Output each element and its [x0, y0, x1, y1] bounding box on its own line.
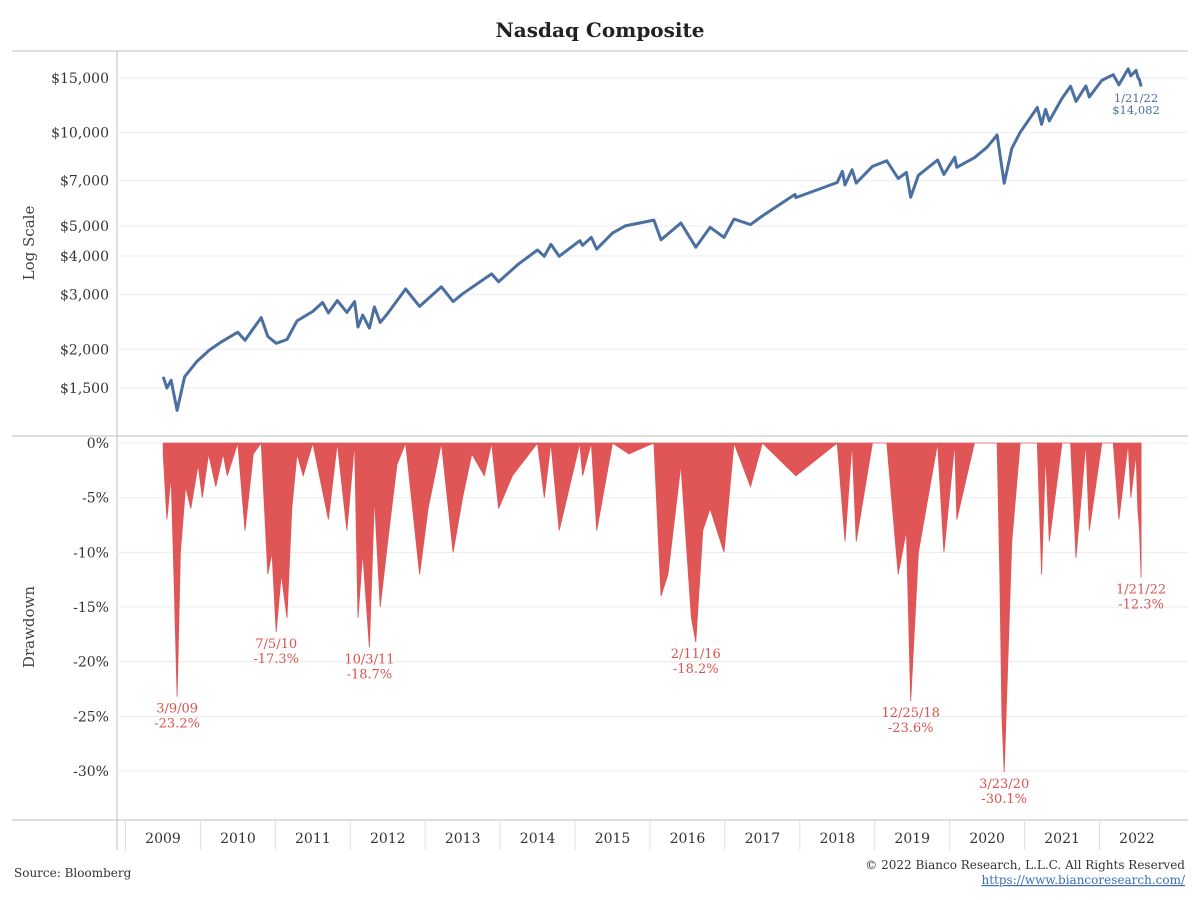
chart-frames: [12, 50, 1188, 850]
x-tick-label: 2015: [595, 831, 631, 847]
source-note: Source: Bloomberg: [14, 866, 132, 880]
drawdown-annotation-date: 1/21/22: [1116, 582, 1166, 597]
x-tick-label: 2022: [1119, 831, 1155, 847]
x-tick-label: 2014: [520, 831, 556, 847]
drawdown-annotation-date: 2/11/16: [671, 647, 721, 662]
price-y-ticks: $1,500 $2,000 $3,000 $4,000 $5,000 $7,000 $10,…: [51, 71, 109, 397]
price-tick-label: $7,000: [60, 174, 109, 190]
drawdown-annotation-date: 12/25/18: [882, 706, 940, 721]
x-tick-label: 2011: [295, 831, 331, 847]
drawdown-tick-label: -20%: [73, 655, 109, 671]
x-tick-label: 2010: [220, 831, 256, 847]
drawdown-y-ticks: 0% -5% -10% -15% -20% -25% -30%: [73, 436, 109, 780]
price-annotation-date: 1/21/22: [1114, 91, 1158, 105]
drawdown-annotation-date: 3/23/20: [979, 777, 1029, 792]
drawdown-tick-label: -15%: [73, 600, 109, 616]
drawdown-annotation-value: -18.2%: [673, 662, 719, 677]
drawdown-tick-label: -25%: [73, 709, 109, 725]
drawdown-annotation-value: -17.3%: [253, 652, 299, 667]
x-tick-label: 2020: [969, 831, 1005, 847]
price-annotation-value: $14,082: [1112, 103, 1160, 117]
price-tick-label: $3,000: [60, 288, 109, 304]
x-tick-label: 2021: [1044, 831, 1080, 847]
x-tick-label: 2012: [370, 831, 406, 847]
drawdown-tick-label: 0%: [87, 436, 109, 452]
x-tick-label: 2013: [445, 831, 481, 847]
drawdown-annotation-value: -18.7%: [347, 667, 393, 682]
drawdown-annotation-date: 10/3/11: [344, 652, 394, 667]
drawdown-area: [162, 441, 1142, 773]
price-tick-label: $2,000: [60, 342, 109, 358]
x-tick-label: 2018: [819, 831, 855, 847]
price-gridlines: [117, 77, 1188, 389]
drawdown-annotation-date: 7/5/10: [255, 637, 297, 652]
drawdown-y-label: Drawdown: [20, 586, 38, 668]
price-tick-label: $4,000: [60, 249, 109, 265]
x-tick-label: 2017: [745, 831, 781, 847]
price-tick-label: $1,500: [60, 381, 109, 397]
price-annotation: 1/21/22 $14,082: [1112, 91, 1160, 117]
drawdown-tick-label: -10%: [73, 545, 109, 561]
chart-title: Nasdaq Composite: [496, 18, 705, 42]
drawdown-annotation-date: 3/9/09: [156, 702, 198, 717]
copyright-note: © 2022 Bianco Research, L.L.C. All Right…: [865, 858, 1185, 872]
x-tick-label: 2009: [145, 831, 181, 847]
price-line: [161, 67, 1143, 412]
website-link[interactable]: https://www.biancoresearch.com/: [981, 873, 1185, 887]
drawdown-annotation-value: -12.3%: [1118, 597, 1164, 612]
price-tick-label: $15,000: [51, 71, 109, 87]
drawdown-tick-label: -5%: [82, 491, 109, 507]
price-tick-label: $5,000: [60, 219, 109, 235]
drawdown-tick-label: -30%: [73, 764, 109, 780]
x-axis-ticks: 2009 2010 2011 2012 2013 2014 2015 2016 2017 2018…: [125, 820, 1155, 850]
drawdown-annotation-value: -30.1%: [981, 792, 1027, 807]
drawdown-annotations: 3/9/09-23.2% 7/5/10-17.3% 10/3/11-18.7% 2/1…: [154, 582, 1166, 807]
price-y-label: Log Scale: [20, 206, 38, 281]
x-tick-label: 2016: [670, 831, 706, 847]
drawdown-annotation-value: -23.6%: [888, 721, 934, 736]
price-tick-label: $10,000: [51, 126, 109, 142]
x-tick-label: 2019: [894, 831, 930, 847]
drawdown-annotation-value: -23.2%: [154, 717, 200, 732]
